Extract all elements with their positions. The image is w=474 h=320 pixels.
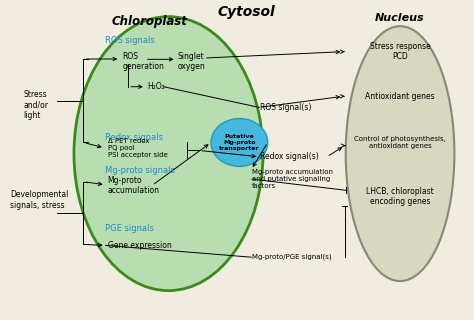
Text: Mg-proto
accumulation: Mg-proto accumulation	[108, 176, 160, 195]
Text: ROS signals: ROS signals	[105, 36, 155, 45]
Text: Singlet
oxygen: Singlet oxygen	[178, 52, 206, 71]
Ellipse shape	[346, 26, 455, 281]
Text: LHCB, chloroplast
encoding genes: LHCB, chloroplast encoding genes	[366, 187, 434, 206]
Text: Mg-proto signals: Mg-proto signals	[105, 166, 174, 175]
Text: Cytosol: Cytosol	[218, 5, 275, 19]
Text: ROS signal(s): ROS signal(s)	[260, 103, 311, 112]
Text: Antioxidant genes: Antioxidant genes	[365, 92, 435, 101]
Text: Stress response
PCD: Stress response PCD	[370, 42, 430, 61]
Text: Mg-proto/PGE signal(s): Mg-proto/PGE signal(s)	[252, 254, 332, 260]
Text: Mg-proto accumulation
and putative signaling
factors: Mg-proto accumulation and putative signa…	[252, 169, 333, 189]
Text: Redox signal(s): Redox signal(s)	[260, 152, 319, 161]
Text: Stress
and/or
light: Stress and/or light	[23, 90, 48, 120]
Text: Gene expression: Gene expression	[108, 241, 171, 250]
Text: PGE signals: PGE signals	[105, 224, 154, 233]
Text: Nucleus: Nucleus	[375, 13, 425, 23]
Text: Putative
Mg-proto
transporter: Putative Mg-proto transporter	[219, 134, 260, 151]
Ellipse shape	[211, 119, 268, 166]
Text: Redox signals: Redox signals	[105, 132, 163, 141]
Text: Control of photosynthesis,
antioxidant genes: Control of photosynthesis, antioxidant g…	[354, 136, 446, 149]
Text: Δ PET redox
PQ pool
PSI acceptor side: Δ PET redox PQ pool PSI acceptor side	[108, 138, 167, 158]
Text: H₂O₂: H₂O₂	[147, 82, 165, 91]
Text: Developmental
signals, stress: Developmental signals, stress	[10, 190, 69, 210]
Ellipse shape	[74, 17, 263, 291]
Text: Chloroplast: Chloroplast	[112, 15, 188, 28]
Text: ROS
generation: ROS generation	[123, 52, 164, 71]
